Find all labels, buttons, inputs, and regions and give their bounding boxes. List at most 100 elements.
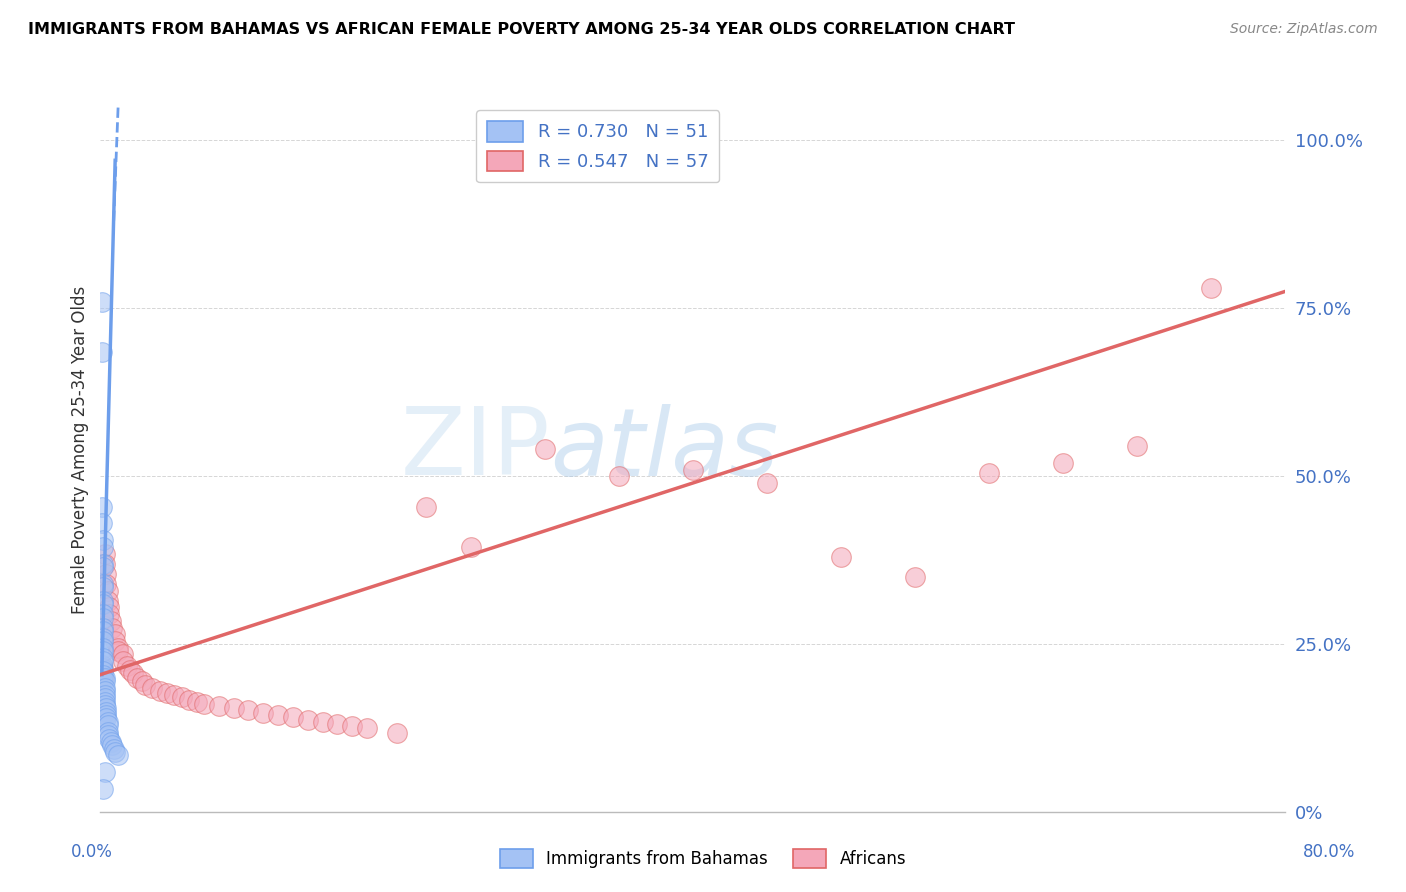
Legend: Immigrants from Bahamas, Africans: Immigrants from Bahamas, Africans: [494, 842, 912, 875]
Point: [91, 634, 114, 648]
Point: [238, 703, 260, 717]
Text: 80.0%: 80.0%: [1302, 843, 1355, 861]
Point: [1126, 439, 1149, 453]
Text: Source: ZipAtlas.com: Source: ZipAtlas.com: [1230, 22, 1378, 37]
Point: [91, 621, 114, 635]
Point: [311, 714, 333, 729]
Point: [94, 681, 117, 695]
Point: [193, 697, 215, 711]
Point: [91, 631, 114, 645]
Point: [163, 688, 186, 702]
Point: [91, 644, 114, 658]
Point: [94, 765, 117, 780]
Point: [91, 624, 114, 638]
Point: [91, 654, 114, 668]
Point: [90, 500, 112, 514]
Point: [131, 674, 153, 689]
Point: [533, 442, 555, 457]
Point: [90, 657, 112, 672]
Point: [281, 710, 304, 724]
Point: [91, 661, 114, 675]
Point: [141, 681, 163, 695]
Point: [97, 728, 120, 742]
Point: [91, 665, 114, 679]
Point: [98, 600, 121, 615]
Point: [904, 570, 927, 584]
Point: [186, 694, 208, 708]
Point: [607, 469, 630, 483]
Point: [91, 607, 114, 621]
Point: [107, 644, 129, 658]
Point: [98, 607, 121, 621]
Point: [222, 701, 245, 715]
Point: [96, 701, 118, 715]
Point: [97, 724, 120, 739]
Point: [97, 593, 120, 607]
Point: [91, 580, 114, 594]
Point: [326, 716, 349, 731]
Point: [94, 557, 117, 571]
Point: [127, 671, 149, 685]
Point: [1052, 456, 1074, 470]
Point: [682, 462, 704, 476]
Point: [94, 671, 117, 685]
Point: [104, 627, 127, 641]
Point: [91, 593, 114, 607]
Point: [91, 650, 114, 665]
Point: [91, 560, 114, 574]
Point: [90, 657, 112, 672]
Text: atlas: atlas: [551, 404, 779, 495]
Point: [1199, 281, 1222, 295]
Point: [91, 781, 114, 796]
Text: 0.0%: 0.0%: [70, 843, 112, 861]
Point: [91, 577, 114, 591]
Point: [91, 674, 114, 689]
Point: [97, 583, 120, 598]
Point: [356, 722, 378, 736]
Point: [103, 741, 125, 756]
Point: [104, 634, 127, 648]
Point: [90, 294, 112, 309]
Point: [977, 466, 1000, 480]
Point: [101, 738, 124, 752]
Point: [385, 726, 408, 740]
Point: [111, 654, 134, 668]
Point: [170, 690, 193, 704]
Point: [91, 640, 114, 655]
Point: [460, 540, 482, 554]
Point: [94, 684, 117, 698]
Point: [96, 705, 118, 719]
Point: [91, 610, 114, 624]
Point: [267, 708, 290, 723]
Point: [149, 684, 172, 698]
Point: [101, 621, 124, 635]
Point: [115, 659, 138, 673]
Text: ZIP: ZIP: [401, 403, 551, 495]
Point: [98, 731, 121, 746]
Point: [94, 688, 117, 702]
Point: [122, 665, 145, 680]
Point: [97, 718, 120, 732]
Point: [94, 547, 117, 561]
Y-axis label: Female Poverty Among 25-34 Year Olds: Female Poverty Among 25-34 Year Olds: [72, 285, 89, 614]
Point: [208, 699, 231, 714]
Point: [96, 577, 118, 591]
Point: [107, 640, 129, 655]
Point: [252, 706, 274, 720]
Point: [90, 516, 112, 531]
Point: [96, 711, 118, 725]
Point: [97, 714, 120, 729]
Point: [297, 713, 319, 727]
Point: [179, 692, 201, 706]
Point: [94, 691, 117, 706]
Point: [340, 719, 363, 733]
Point: [111, 648, 134, 662]
Point: [415, 500, 437, 514]
Point: [90, 661, 112, 675]
Point: [755, 476, 778, 491]
Point: [96, 708, 118, 723]
Point: [91, 597, 114, 611]
Point: [96, 566, 118, 581]
Point: [91, 671, 114, 685]
Point: [90, 345, 112, 359]
